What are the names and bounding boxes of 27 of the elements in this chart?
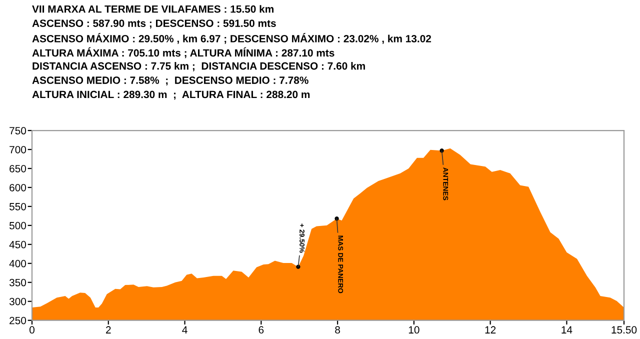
y-tick-label: 700 [10,146,26,154]
chart-title: VII MARXA AL TERME DE VILAFAMES : 15.50 km [32,5,274,13]
text: ALTURA MÁXIMA : 705.10 mts ; ALTURA MÍNIMA : 287.10 mts [32,47,334,58]
text: ASCENSO : 587.90 mts ; DESCENSO : 591.50 mts [32,20,276,28]
y-tick-label: 750 [10,127,26,134]
x-tick-label: 15.50 [612,326,637,334]
y-tick-label: 250 [10,316,26,324]
text: ASCENSO MEDIO : 7.58% ; DESCENSO MEDIO : 7.78% [32,76,308,86]
text: ALTURA INICIAL : 289.30 m ; ALTURA FINAL : 288.20 m [32,90,310,100]
y-tick-label: 500 [9,222,26,230]
y-tick-label: 450 [9,240,26,248]
y-tick-label: 300 [9,298,26,306]
x-tick-label: 12 [485,326,496,334]
y-tick-label: 350 [9,278,26,286]
x-tick-label: 8 [335,326,340,334]
x-tick-label: 14 [562,326,572,334]
text: DISTANCIA ASCENSO : 7.75 km ; DISTANCIA DESCENSO : 7.60 km [32,62,365,72]
y-tick-label: 600 [10,184,26,192]
x-tick-label: 0 [30,326,34,334]
text: ASCENSO MÁXIMO : 29.50% , km 6.97 ; DESCENSO MÁXIMO : 23.02% , km 13.02 [32,33,432,44]
y-tick-label: 550 [9,202,26,210]
x-tick-label: 4 [182,326,188,334]
x-tick-label: 6 [258,326,264,334]
x-tick-label: 10 [408,326,420,334]
y-tick-label: 400 [9,260,26,268]
y-tick-label: 650 [10,164,26,172]
x-tick-label: 2 [106,326,111,334]
